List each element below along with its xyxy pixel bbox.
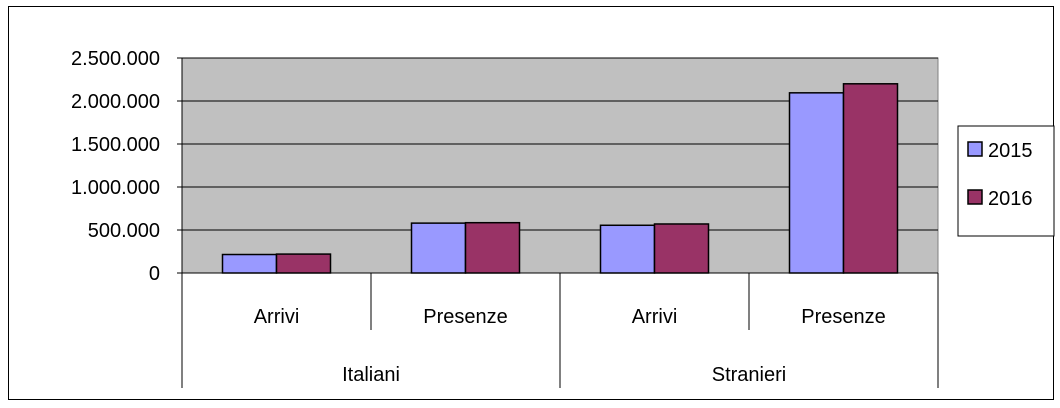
group-label: Stranieri — [712, 364, 786, 386]
bar-2016-2 — [464, 221, 521, 274]
bar-2016-4 — [842, 83, 899, 274]
y-tick-label: 2.000.000 — [71, 91, 160, 113]
y-tick-label: 1.000.000 — [71, 177, 160, 199]
bar-2015-3 — [599, 224, 656, 274]
category-label: Presenze — [423, 306, 508, 328]
y-tick-label: 1.500.000 — [71, 134, 160, 156]
bar-2015-4 — [788, 92, 845, 274]
legend: 2015 2016 — [957, 125, 1055, 237]
group-label: Italiani — [342, 364, 400, 386]
legend-swatch-2015 — [967, 141, 983, 157]
legend-label-2016: 2016 — [988, 188, 1033, 210]
bar-2015-1 — [221, 253, 278, 274]
category-label: Presenze — [801, 306, 886, 328]
y-tick-label: 0 — [149, 263, 160, 285]
y-tick-label: 2.500.000 — [71, 48, 160, 70]
category-label: Arrivi — [632, 306, 678, 328]
bar-2016-1 — [275, 253, 332, 274]
y-tick-label: 500.000 — [88, 220, 160, 242]
bar-2016-3 — [653, 223, 710, 274]
legend-swatch-2016 — [967, 189, 983, 205]
category-label: Arrivi — [254, 306, 300, 328]
legend-label-2015: 2015 — [988, 140, 1033, 162]
plot-area: 0 500.000 1.000.000 1.500.000 2.000.000 2.500… — [71, 48, 939, 388]
bar-2015-2 — [410, 222, 467, 274]
